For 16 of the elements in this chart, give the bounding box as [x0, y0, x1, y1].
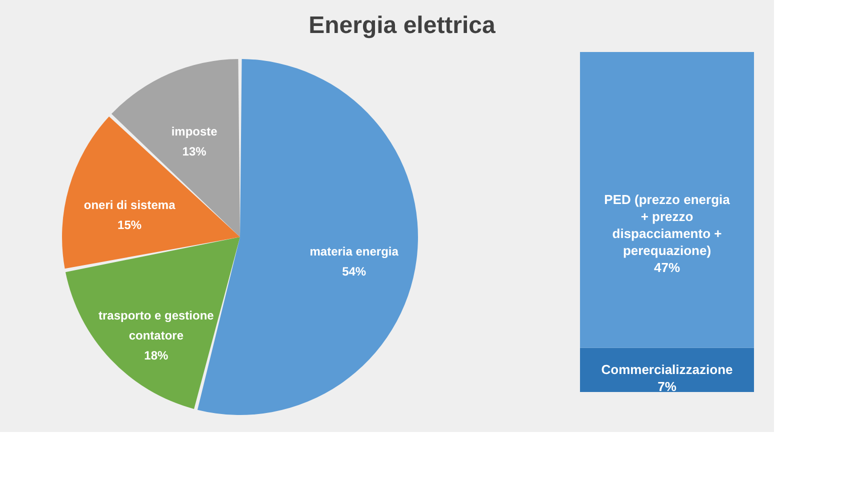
- slice-label: trasporto e gestione contatore: [98, 308, 214, 343]
- chart-title: Energia elettrica: [308, 12, 496, 39]
- slice-label: imposte: [171, 124, 218, 138]
- data-label: 15%: [118, 218, 142, 232]
- slice-label: materia energia: [310, 244, 399, 258]
- slice-label: oneri di sistema: [84, 198, 176, 212]
- data-label: 7%: [658, 378, 677, 394]
- data-label: 54%: [342, 264, 366, 278]
- data-label: 47%: [654, 260, 680, 275]
- pie-slice: [111, 59, 240, 237]
- series-label: PED (prezzo energia + prezzo dispacciamento + perequazione): [604, 192, 731, 258]
- data-label: 18%: [144, 348, 168, 363]
- series-label: Commercializzazione: [601, 362, 733, 377]
- pie-slice: [62, 116, 240, 269]
- data-label: 13%: [182, 144, 207, 158]
- pie-slice: [65, 237, 240, 409]
